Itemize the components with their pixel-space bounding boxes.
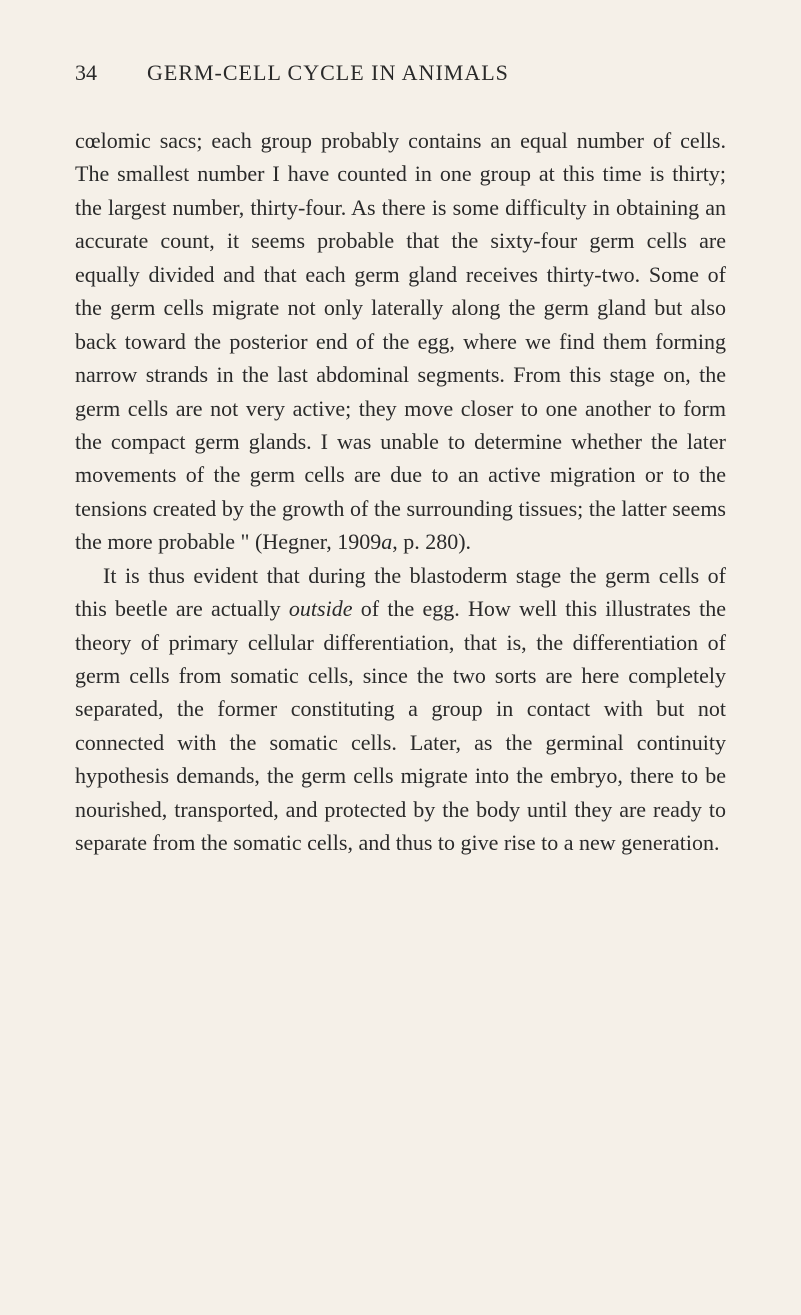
page-number: 34 — [75, 60, 97, 86]
text-segment: , p. 280). — [392, 529, 471, 554]
chapter-title: GERM-CELL CYCLE IN ANIMALS — [147, 60, 509, 86]
paragraph-1: It is thus evident that during the blast… — [75, 559, 726, 860]
text-segment: a — [381, 529, 392, 554]
body-text: cœlomic sacs; each group probably contai… — [75, 124, 726, 860]
paragraph-0: cœlomic sacs; each group probably contai… — [75, 124, 726, 559]
text-segment: outside — [289, 596, 353, 621]
text-segment: cœlomic sacs; each group probably contai… — [75, 128, 726, 554]
page-header: 34 GERM-CELL CYCLE IN ANIMALS — [75, 60, 726, 86]
text-segment: of the egg. How well this illustrates th… — [75, 596, 726, 855]
